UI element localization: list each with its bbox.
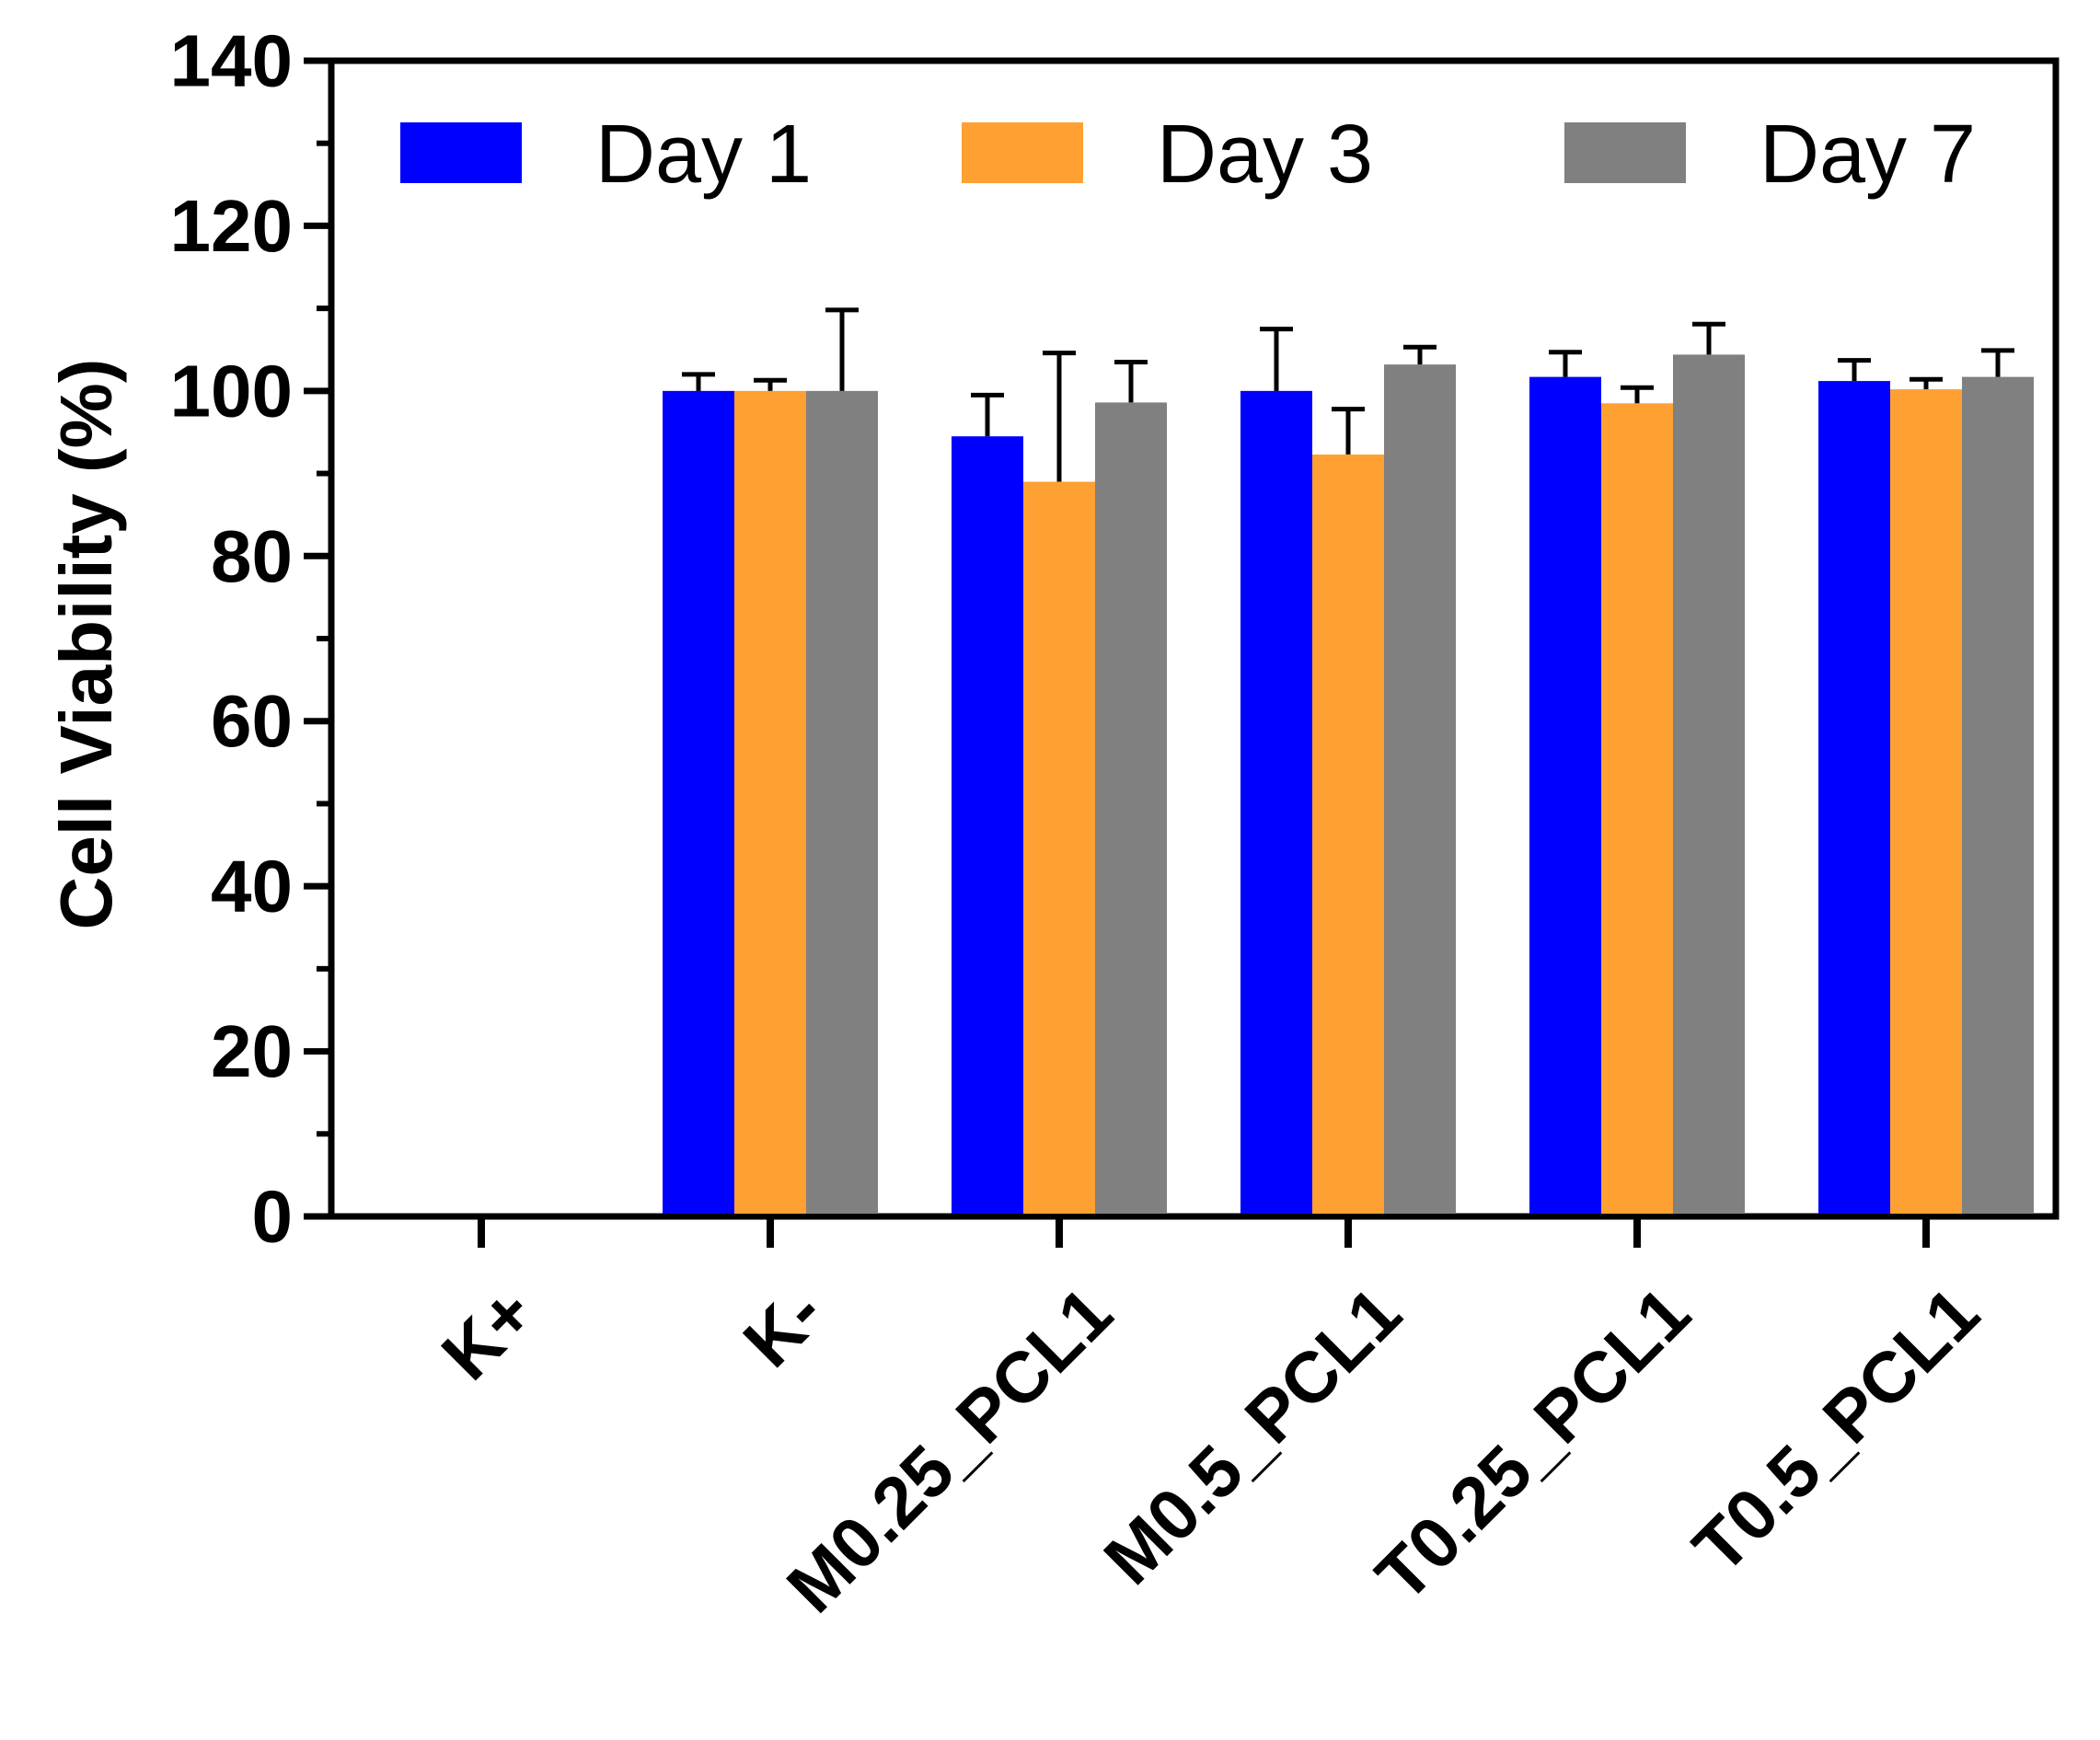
bar — [1673, 354, 1745, 1215]
legend-swatch — [962, 122, 1083, 183]
bar — [1601, 403, 1673, 1214]
legend: Day 1 Day 3 Day 7 — [400, 109, 1976, 201]
legend-label: Day 3 — [1157, 109, 1373, 201]
bar — [734, 390, 806, 1214]
y-tick-label: 140 — [170, 20, 293, 102]
y-tick-label: 20 — [211, 1010, 293, 1092]
x-category-label: K+ — [426, 1272, 549, 1395]
y-tick-label: 120 — [170, 185, 293, 267]
x-category-label: T0.25_PCL1 — [1360, 1272, 1705, 1617]
axes — [304, 57, 2060, 1248]
bar — [1529, 376, 1601, 1214]
y-tick-label: 80 — [211, 515, 293, 597]
x-category-label: M0.5_PCL1 — [1089, 1272, 1417, 1600]
y-axis-title: Cell Viability (%) — [45, 359, 127, 930]
bar — [1023, 481, 1095, 1214]
bar — [1384, 364, 1456, 1214]
bar — [806, 390, 878, 1214]
legend-swatch — [400, 122, 522, 183]
bars — [663, 354, 2034, 1215]
bar — [1240, 390, 1312, 1214]
y-tick-label: 0 — [252, 1176, 294, 1258]
y-tick-label: 60 — [211, 680, 293, 762]
bar — [663, 390, 734, 1214]
legend-swatch — [1564, 122, 1686, 183]
y-tick-label: 40 — [211, 846, 293, 928]
error-bars — [682, 307, 2014, 482]
bar — [1312, 454, 1384, 1214]
bar — [1818, 381, 1890, 1214]
plot-frame — [328, 57, 2060, 1220]
legend-label: Day 1 — [595, 109, 812, 201]
legend-label: Day 7 — [1760, 109, 1976, 201]
bar — [1890, 389, 1962, 1214]
y-tick-label: 100 — [170, 350, 293, 432]
bar — [952, 436, 1023, 1214]
x-category-label: T0.5_PCL1 — [1678, 1272, 1994, 1588]
x-category-label: K- — [728, 1272, 838, 1382]
bar — [1095, 402, 1167, 1215]
bar — [1962, 376, 2034, 1214]
